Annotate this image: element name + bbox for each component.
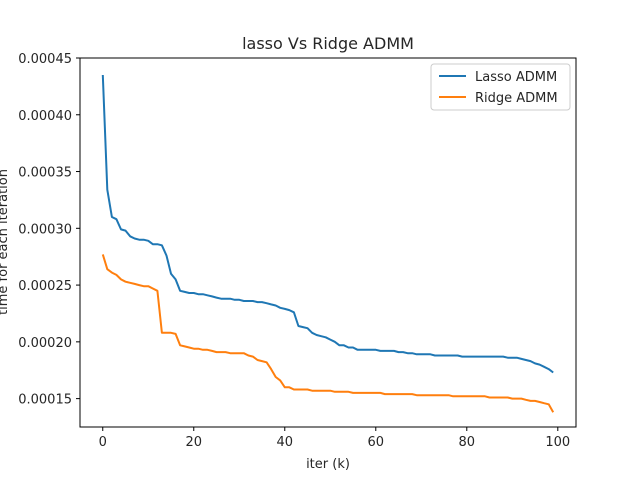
x-axis: 0 20 40 60 80 100 <box>99 427 570 450</box>
plot-frame <box>79 57 577 428</box>
y-axis: 0.00015 0.00020 0.00025 0.00030 0.00035 0.000… <box>18 52 80 408</box>
x-tick-label: 80 <box>459 435 476 450</box>
legend: Lasso ADMM Ridge ADMM <box>430 63 571 111</box>
y-tick-label: 0.00040 <box>18 109 72 124</box>
y-tick-label: 0.00045 <box>18 52 72 67</box>
x-tick-label: 20 <box>185 435 202 450</box>
legend-label-lasso-admm: Lasso ADMM <box>475 70 557 85</box>
y-tick-label: 0.00035 <box>18 166 72 181</box>
x-tick-label: 100 <box>545 435 570 450</box>
plot-lines <box>101 74 555 413</box>
x-tick-label: 60 <box>368 435 385 450</box>
legend-label-ridge-admm: Ridge ADMM <box>475 91 558 106</box>
chart-title: lasso Vs Ridge ADMM <box>242 34 414 53</box>
x-tick-label: 40 <box>276 435 293 450</box>
x-tick-label: 0 <box>99 435 107 450</box>
y-tick-label: 0.00025 <box>18 279 72 294</box>
x-axis-label: iter (k) <box>306 457 350 472</box>
y-tick-label: 0.00015 <box>18 393 72 408</box>
series-line-ridge-admm <box>101 254 555 413</box>
series-line-lasso-admm <box>101 74 554 374</box>
y-tick-label: 0.00030 <box>18 222 72 237</box>
y-tick-label: 0.00020 <box>18 336 72 351</box>
y-axis-label: time for each iteration <box>0 169 11 315</box>
